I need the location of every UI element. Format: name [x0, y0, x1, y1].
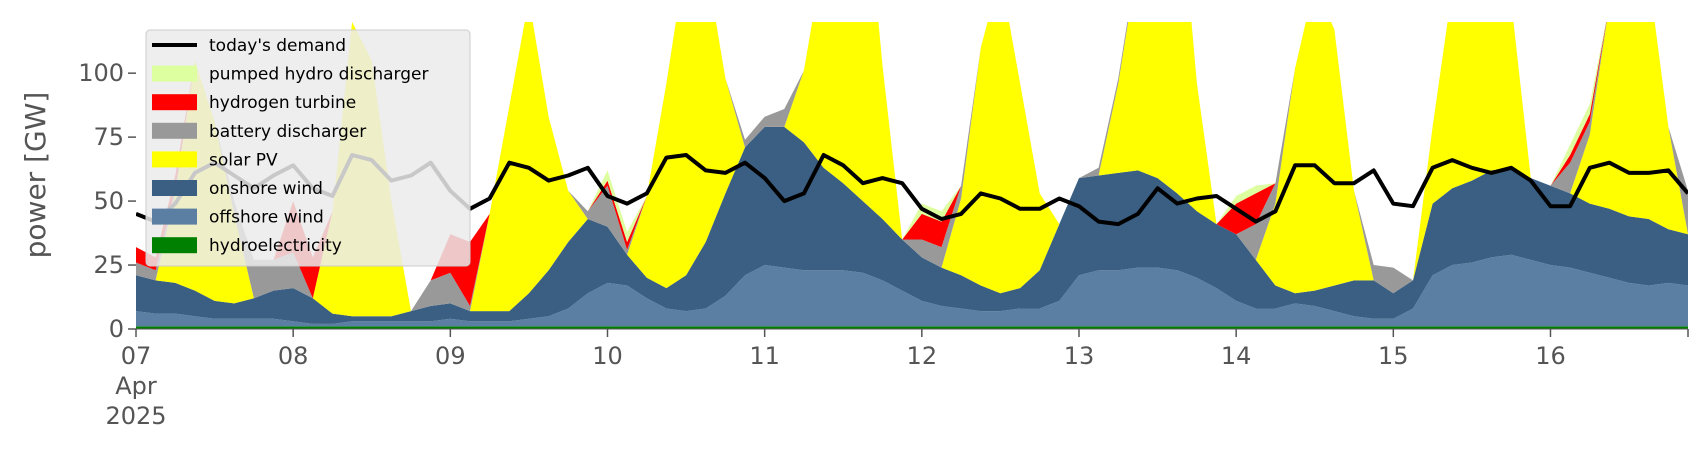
y-tick-label: 75 — [93, 123, 124, 151]
area-solar-pv — [136, 22, 1688, 317]
x-tick-label: 09 — [435, 342, 466, 370]
y-tick-label: 50 — [93, 187, 124, 215]
x-tick-label: 14 — [1221, 342, 1252, 370]
x-tick-label: 12 — [907, 342, 938, 370]
area-offshore-wind — [136, 254, 1688, 327]
legend-swatch-hydrogen-turbine — [152, 94, 197, 111]
y-tick-label: 0 — [109, 315, 124, 343]
x-tick-sublabel: 2025 — [105, 402, 166, 430]
legend-swatch-offshore-wind — [152, 208, 197, 225]
legend-label-battery-discharger: battery discharger — [209, 122, 366, 142]
legend-label-today-s-demand: today's demand — [209, 36, 346, 56]
legend-swatch-hydroelectricity — [152, 237, 197, 254]
x-tick-label: 08 — [278, 342, 309, 370]
x-tick-label: 07 — [121, 342, 152, 370]
x-tick-label: 11 — [749, 342, 780, 370]
area-onshore-wind — [136, 126, 1688, 324]
y-axis-label: power [GW] — [19, 92, 52, 259]
legend-swatch-onshore-wind — [152, 180, 197, 196]
legend-swatch-battery-discharger — [152, 122, 197, 139]
y-tick-label: 100 — [78, 59, 124, 87]
legend: today's demand pumped hydro discharger hyd… — [145, 29, 471, 267]
legend-swatch-pumped-hydro-discharger — [152, 65, 197, 82]
x-tick-sublabel: Apr — [115, 372, 157, 400]
legend-label-hydroelectricity: hydroelectricity — [209, 236, 342, 256]
area-battery-discharger — [136, 22, 1688, 312]
x-tick-label: 15 — [1378, 342, 1409, 370]
stacked-areas — [136, 22, 1688, 329]
x-tick-label: 16 — [1535, 342, 1566, 370]
legend-swatch-solar-pv — [152, 151, 197, 168]
y-axis-ticks: 0 25 50 75 100 — [78, 59, 136, 343]
y-tick-label: 25 — [93, 251, 124, 279]
x-tick-label: 13 — [1064, 342, 1095, 370]
legend-label-onshore-wind: onshore wind — [209, 179, 323, 199]
x-tick-label: 10 — [592, 342, 623, 370]
legend-label-hydrogen-turbine: hydrogen turbine — [209, 93, 356, 113]
legend-box — [145, 29, 471, 267]
area-hydroelectricity — [136, 326, 1688, 329]
legend-label-solar-pv: solar PV — [209, 150, 278, 170]
legend-label-offshore-wind: offshore wind — [209, 208, 324, 228]
legend-label-pumped-hydro-discharger: pumped hydro discharger — [209, 65, 428, 85]
